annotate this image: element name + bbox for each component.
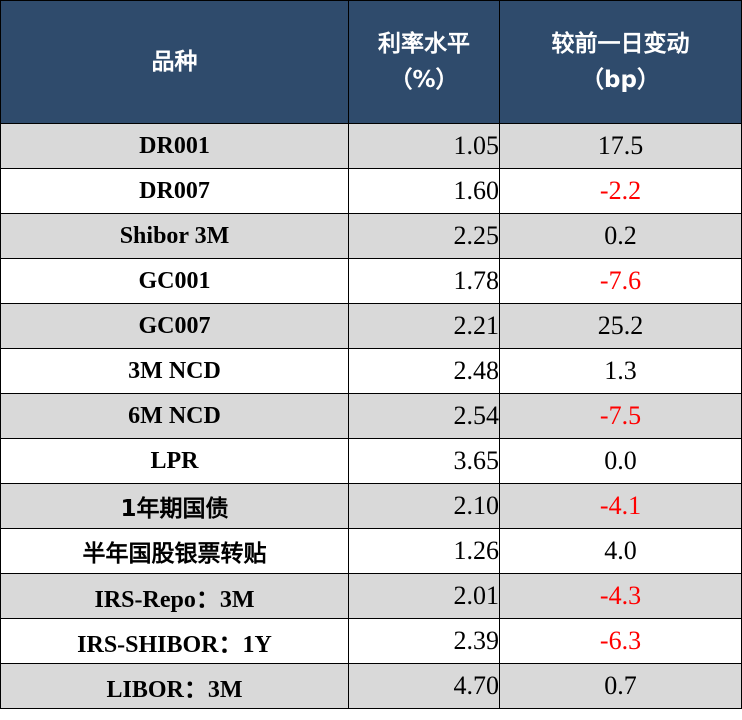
table-row: DR001 1.05 17.5 [0,123,742,169]
row-name: 1年期国债 [0,483,349,529]
table-row: IRS-Repo：3M 2.01 -4.3 [0,573,742,619]
row-name: IRS-SHIBOR：1Y [0,618,349,664]
table-row: GC001 1.78 -7.6 [0,258,742,304]
row-name: 3M NCD [0,348,349,394]
table-row: 6M NCD 2.54 -7.5 [0,393,742,439]
row-name: GC001 [0,258,349,304]
row-name: 半年国股银票转贴 [0,528,349,574]
table-row: DR007 1.60 -2.2 [0,168,742,214]
header-row: 品种 利率水平 （%） 较前一日变动 （bp） [0,0,742,124]
row-name: Shibor 3M [0,213,349,259]
row-rate: 1.26 [348,528,500,574]
row-change: -7.5 [499,393,742,439]
row-rate: 1.05 [348,123,500,169]
row-change: 0.0 [499,438,742,484]
header-rate-unit: （%） [389,67,459,93]
row-change: -4.3 [499,573,742,619]
header-change-unit: （bp） [581,67,660,93]
row-name: LIBOR：3M [0,663,349,709]
row-change: 1.3 [499,348,742,394]
table-row: 1年期国债 2.10 -4.1 [0,483,742,529]
row-name: IRS-Repo：3M [0,573,349,619]
row-change: 4.0 [499,528,742,574]
row-rate: 1.60 [348,168,500,214]
header-rate-label: 利率水平 [378,31,470,57]
header-change: 较前一日变动 （bp） [499,0,742,124]
table-row: IRS-SHIBOR：1Y 2.39 -6.3 [0,618,742,664]
table-row: 3M NCD 2.48 1.3 [0,348,742,394]
row-name: DR001 [0,123,349,169]
row-change: 0.7 [499,663,742,709]
row-rate: 4.70 [348,663,500,709]
table-row: LPR 3.65 0.0 [0,438,742,484]
row-rate: 1.78 [348,258,500,304]
row-change: 0.2 [499,213,742,259]
table-header: 品种 利率水平 （%） 较前一日变动 （bp） [0,0,742,124]
header-name: 品种 [0,0,349,124]
row-name: GC007 [0,303,349,349]
header-name-label: 品种 [151,49,198,75]
row-rate: 2.39 [348,618,500,664]
row-change: 25.2 [499,303,742,349]
row-rate: 2.54 [348,393,500,439]
table-body: DR001 1.05 17.5 DR007 1.60 -2.2 Shibor 3M 2.25 0… [0,123,742,709]
row-rate: 2.21 [348,303,500,349]
table-row: LIBOR：3M 4.70 0.7 [0,663,742,709]
row-name: DR007 [0,168,349,214]
header-rate: 利率水平 （%） [348,0,500,124]
row-rate: 2.01 [348,573,500,619]
row-name: LPR [0,438,349,484]
row-change: -2.2 [499,168,742,214]
row-name: 6M NCD [0,393,349,439]
header-change-label: 较前一日变动 [551,31,690,57]
table-row: GC007 2.21 25.2 [0,303,742,349]
row-rate: 3.65 [348,438,500,484]
row-change: -6.3 [499,618,742,664]
table-row: Shibor 3M 2.25 0.2 [0,213,742,259]
table-row: 半年国股银票转贴 1.26 4.0 [0,528,742,574]
row-change: 17.5 [499,123,742,169]
row-rate: 2.48 [348,348,500,394]
row-rate: 2.25 [348,213,500,259]
row-change: -4.1 [499,483,742,529]
row-rate: 2.10 [348,483,500,529]
row-change: -7.6 [499,258,742,304]
